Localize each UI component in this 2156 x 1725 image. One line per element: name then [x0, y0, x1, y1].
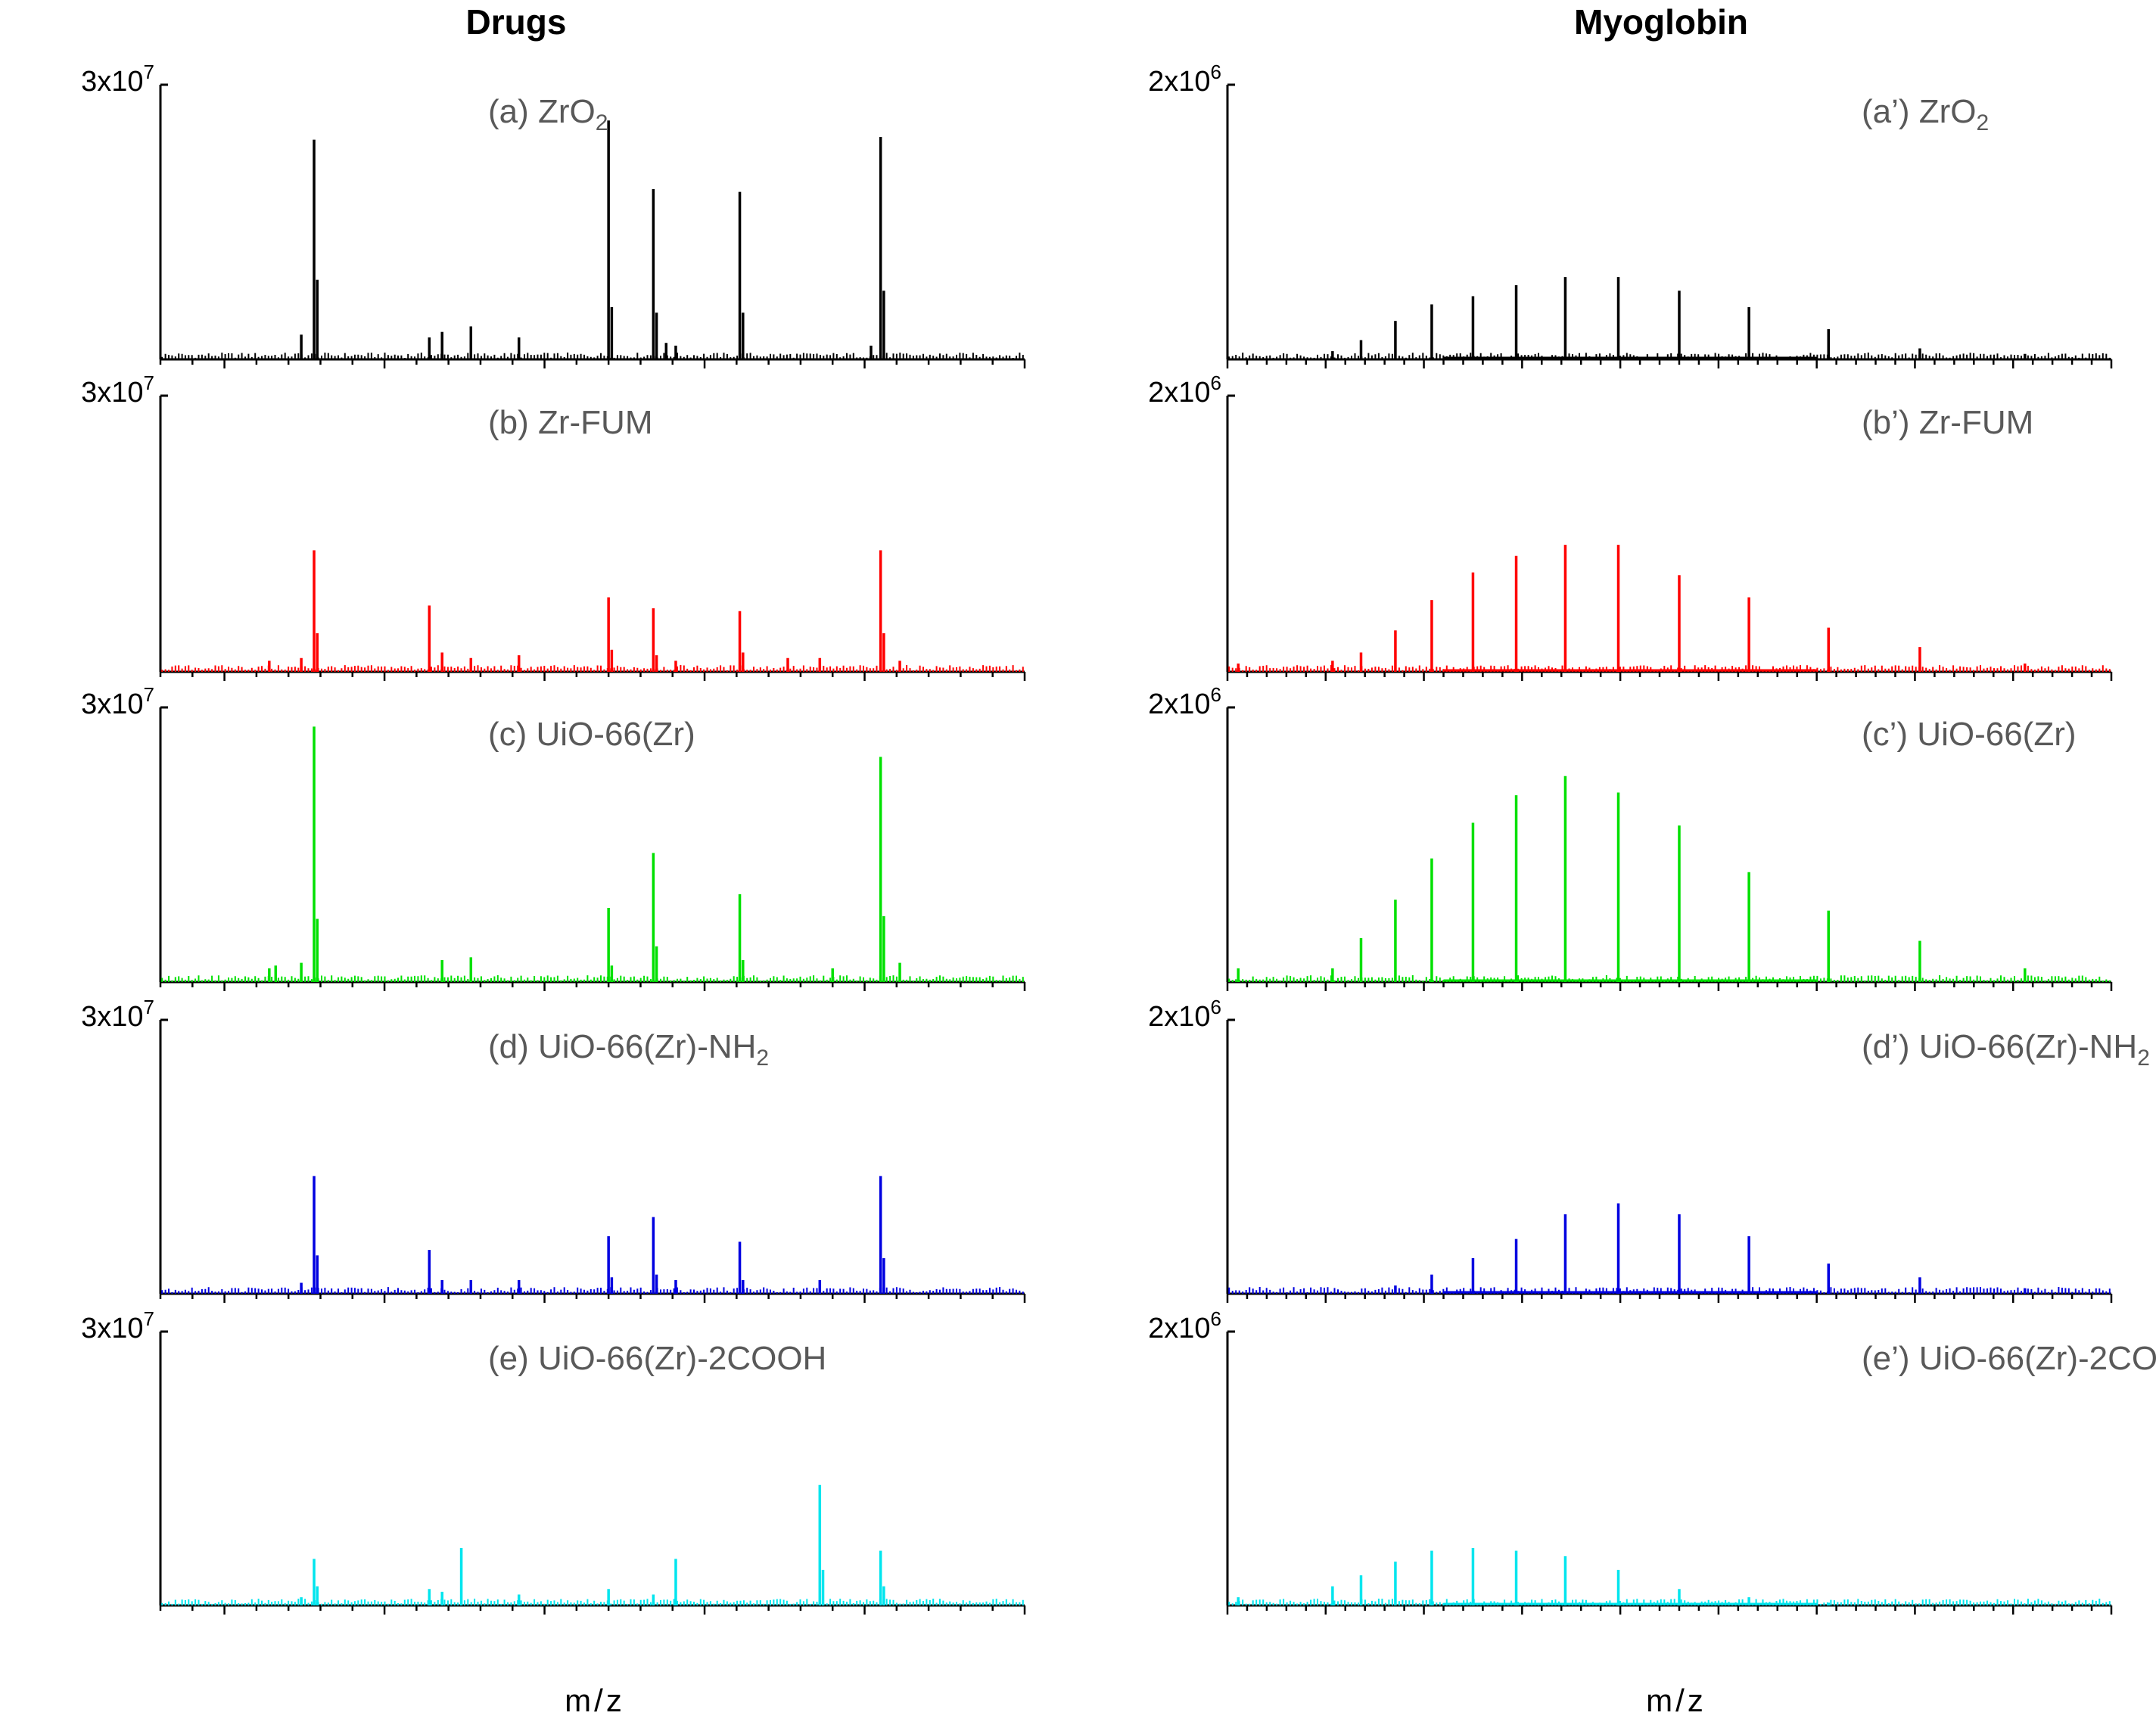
- myoglobin-panel-5-title-main: (e’) UiO-66(Zr)-2COOH: [1862, 1340, 2156, 1377]
- myoglobin-panel-4: 2x106 (d’) UiO-66(Zr)-NH2: [1148, 996, 2150, 1303]
- drugs-panel-4-y-max-label: 3x107: [81, 996, 154, 1033]
- myoglobin-panel-4-title-main: (d’) UiO-66(Zr)-NH: [1862, 1028, 2137, 1065]
- drugs-panel-1-title-subscript: 2: [596, 110, 608, 135]
- myoglobin-panel-3: 2x106 (c’) UiO-66(Zr): [1148, 683, 2113, 991]
- myoglobin-panel-2-title-main: (b’) Zr-FUM: [1862, 404, 2033, 441]
- drugs-panel-1: 3x107 (a) ZrO2: [81, 61, 1026, 368]
- myoglobin-x-axis-label: m/z: [1646, 1683, 1706, 1718]
- drugs-panel-1-title: (a) ZrO2: [488, 93, 608, 135]
- myoglobin-panel-2-y-max-label: 2x106: [1148, 371, 1221, 409]
- drugs-panel-5: 3x107 (e) UiO-66(Zr)-2COOH: [81, 1307, 1026, 1615]
- myoglobin-panel-3-y-max-label: 2x106: [1148, 683, 1221, 720]
- myoglobin-panel-5-y-max-label: 2x106: [1148, 1307, 1221, 1344]
- drugs-panel-4-baseline-noise: [161, 1287, 1024, 1294]
- myoglobin-panel-1-title-subscript: 2: [1977, 110, 1990, 135]
- drugs-panel-5-title-main: (e) UiO-66(Zr)-2COOH: [488, 1340, 826, 1377]
- myoglobin-panel-2: 2x106 (b’) Zr-FUM: [1148, 371, 2113, 681]
- myoglobin-panel-3-title: (c’) UiO-66(Zr): [1862, 716, 2077, 753]
- myoglobin-panel-1-title-main: (a’) ZrO: [1862, 93, 1977, 130]
- myoglobin-panel-5: 2x106 (e’) UiO-66(Zr)-2COOH: [1148, 1307, 2156, 1615]
- myoglobin-panel-3-title-main: (c’) UiO-66(Zr): [1862, 716, 2077, 753]
- myoglobin-panel-4-title-subscript: 2: [2137, 1046, 2150, 1071]
- myoglobin-panel-4-title: (d’) UiO-66(Zr)-NH2: [1862, 1028, 2150, 1071]
- myoglobin-panel-5-title: (e’) UiO-66(Zr)-2COOH: [1862, 1340, 2156, 1377]
- drugs-panel-3-title: (c) UiO-66(Zr): [488, 716, 695, 753]
- myoglobin-panel-1: 2x106 (a’) ZrO2: [1148, 61, 2113, 368]
- drugs-panel-2-y-max-label: 3x107: [81, 371, 154, 409]
- drugs-panel-1-title-main: (a) ZrO: [488, 93, 596, 130]
- myoglobin-panel-4-y-max-label: 2x106: [1148, 996, 1221, 1033]
- drugs-panel-5-y-max-label: 3x107: [81, 1307, 154, 1344]
- myoglobin-panel-2-title: (b’) Zr-FUM: [1862, 404, 2033, 441]
- drugs-panel-3-y-max-label: 3x107: [81, 683, 154, 720]
- drugs-panel-2-title: (b) Zr-FUM: [488, 404, 653, 441]
- drugs-panel-4-title-main: (d) UiO-66(Zr)-NH: [488, 1028, 756, 1065]
- drugs-panel-2-title-main: (b) Zr-FUM: [488, 404, 653, 441]
- drugs-panel-1-y-max-label: 3x107: [81, 61, 154, 98]
- drugs-panel-4: 3x107 (d) UiO-66(Zr)-NH2: [81, 996, 1026, 1303]
- myoglobin-panel-1-title: (a’) ZrO2: [1862, 93, 1989, 135]
- drugs-panel-3: 3x107 (c) UiO-66(Zr): [81, 683, 1026, 991]
- drugs-panel-5-baseline-noise: [161, 1599, 1024, 1605]
- drugs-panel-5-title: (e) UiO-66(Zr)-2COOH: [488, 1340, 826, 1377]
- drugs-panel-2-baseline-noise: [161, 665, 1024, 672]
- myoglobin-column-title: Myoglobin: [1574, 2, 1748, 42]
- drugs-panel-3-title-main: (c) UiO-66(Zr): [488, 716, 695, 753]
- myoglobin-panel-1-y-max-label: 2x106: [1148, 61, 1221, 98]
- drugs-panel-1-baseline-noise: [161, 353, 1024, 359]
- drugs-panel-2: 3x107 (b) Zr-FUM: [81, 371, 1026, 681]
- drugs-panel-4-title: (d) UiO-66(Zr)-NH2: [488, 1028, 769, 1071]
- drugs-x-axis-label: m/z: [565, 1683, 625, 1718]
- drugs-column-title: Drugs: [466, 2, 567, 42]
- drugs-panel-4-title-subscript: 2: [756, 1046, 769, 1071]
